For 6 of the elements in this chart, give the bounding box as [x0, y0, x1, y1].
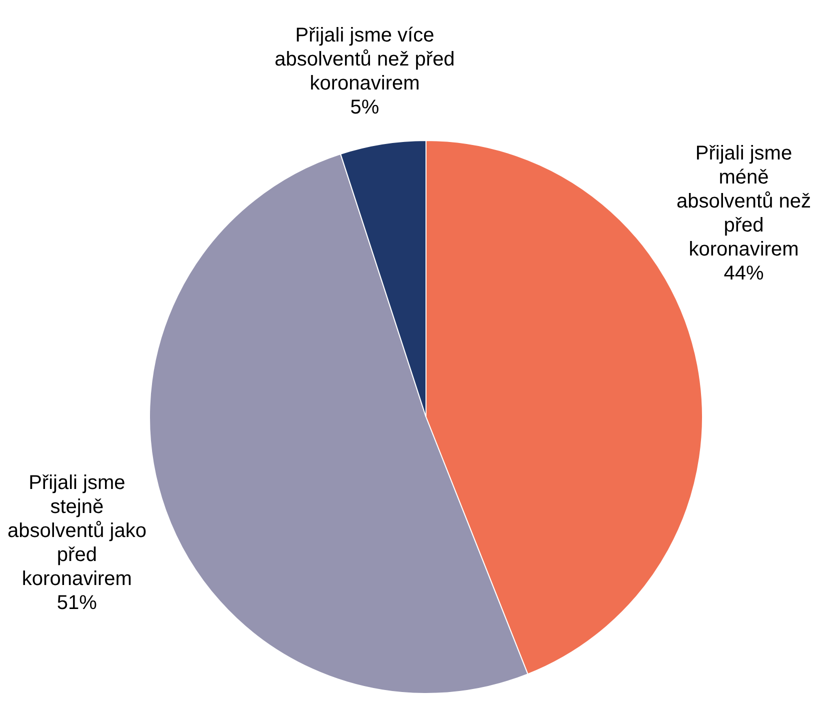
data-label: 51%: [56, 592, 98, 614]
data-label: 44%: [724, 262, 764, 285]
slice-label: Přijali jsme méně absolventů než před koronavirem: [676, 142, 812, 261]
slice-label: Přijali jsme stejně absolventů jako před koronavirem: [7, 472, 146, 590]
slice-label: Přijali jsme více absolventů než před koronavirem: [274, 24, 455, 94]
data-label: 5%: [350, 96, 380, 118]
